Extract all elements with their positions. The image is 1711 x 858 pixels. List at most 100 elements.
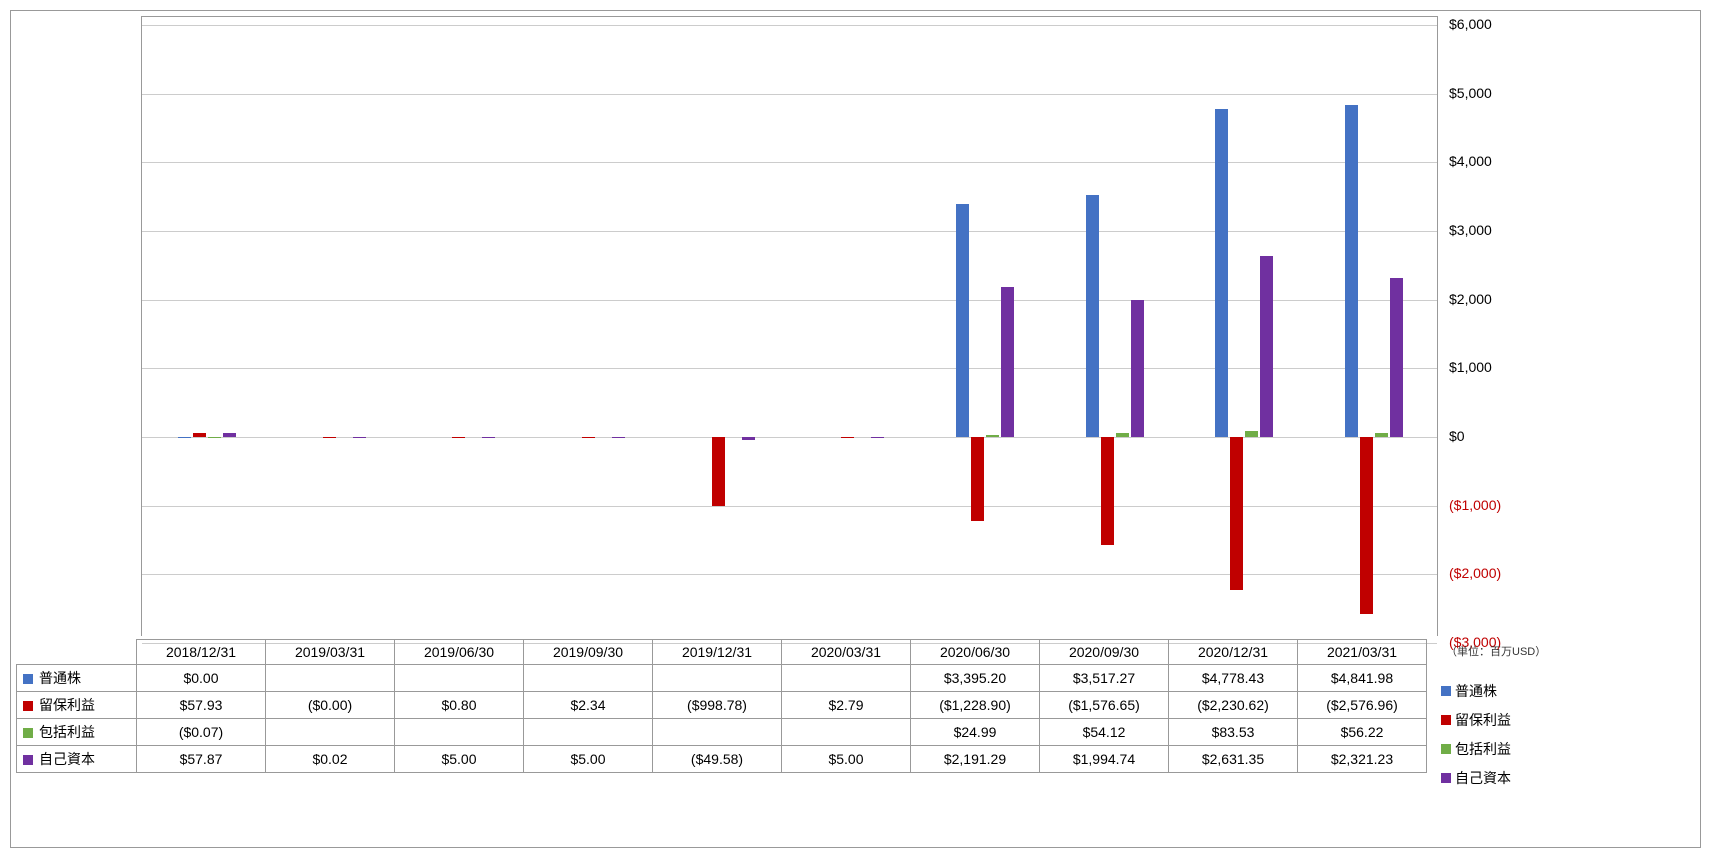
bar-retained_earnings	[971, 437, 984, 521]
bar-retained_earnings	[323, 437, 336, 438]
table-row-equity: 自己資本$57.87$0.02$5.00$5.00($49.58)$5.00$2…	[17, 746, 1427, 773]
legend-label: 包括利益	[1455, 739, 1511, 759]
table-cell	[524, 719, 653, 746]
table-cell: $83.53	[1169, 719, 1298, 746]
bar-common_stock	[956, 204, 969, 437]
table-cell: $2.34	[524, 692, 653, 719]
chart-container: $6,000$5,000$4,000$3,000$2,000$1,000$0($…	[10, 10, 1701, 848]
bar-retained_earnings	[1360, 437, 1373, 614]
row-label-text: 普通株	[39, 670, 81, 686]
bar-retained_earnings	[582, 437, 595, 438]
table-cell: $57.87	[137, 746, 266, 773]
table-cell: $5.00	[524, 746, 653, 773]
bar-comprehensive_income	[1116, 433, 1129, 437]
chart-plot-area	[141, 16, 1438, 636]
table-cell: $2.79	[782, 692, 911, 719]
table-cell: $57.93	[137, 692, 266, 719]
gridline	[142, 94, 1437, 95]
gridline	[142, 162, 1437, 163]
table-cell	[653, 719, 782, 746]
row-label-text: 自己資本	[39, 751, 95, 767]
table-row-label: 包括利益	[17, 719, 137, 746]
bar-retained_earnings	[1230, 437, 1243, 590]
table-row-label: 普通株	[17, 665, 137, 692]
legend-swatch	[1441, 715, 1451, 725]
table-row-label: 留保利益	[17, 692, 137, 719]
bar-equity	[1131, 300, 1144, 437]
row-swatch	[23, 728, 33, 738]
legend-item-retained_earnings: 留保利益	[1441, 705, 1541, 734]
gridline	[142, 231, 1437, 232]
bar-common_stock	[178, 437, 191, 438]
table-cell: ($1,228.90)	[911, 692, 1040, 719]
table-row-common_stock: 普通株$0.00$3,395.20$3,517.27$4,778.43$4,84…	[17, 665, 1427, 692]
gridline	[142, 368, 1437, 369]
table-cell	[524, 665, 653, 692]
table-header-row: 2018/12/312019/03/312019/06/302019/09/30…	[17, 640, 1427, 665]
table-row-label: 自己資本	[17, 746, 137, 773]
table-cell: $3,517.27	[1040, 665, 1169, 692]
row-label-text: 包括利益	[39, 724, 95, 740]
table-cell: $1,994.74	[1040, 746, 1169, 773]
table-cell	[395, 665, 524, 692]
bar-retained_earnings	[1101, 437, 1114, 545]
legend-label: 留保利益	[1455, 710, 1511, 730]
table-cell: $54.12	[1040, 719, 1169, 746]
legend-item-common_stock: 普通株	[1441, 676, 1541, 705]
table-cell: $4,778.43	[1169, 665, 1298, 692]
table-cell: $24.99	[911, 719, 1040, 746]
row-swatch	[23, 755, 33, 765]
legend-swatch	[1441, 686, 1451, 696]
table-cell: $2,321.23	[1298, 746, 1427, 773]
legend: 普通株留保利益包括利益自己資本	[1441, 676, 1541, 792]
table-cell: ($2,576.96)	[1298, 692, 1427, 719]
table-period-header: 2020/06/30	[911, 640, 1040, 665]
bar-equity	[612, 437, 625, 438]
y-tick-label: $2,000	[1449, 291, 1492, 307]
bar-retained_earnings	[841, 437, 854, 438]
table-cell: ($0.07)	[137, 719, 266, 746]
table-cell: ($1,576.65)	[1040, 692, 1169, 719]
bar-common_stock	[1215, 109, 1228, 437]
table-cell: ($0.00)	[266, 692, 395, 719]
y-axis: $6,000$5,000$4,000$3,000$2,000$1,000$0($…	[1441, 16, 1511, 636]
legend-label: 普通株	[1455, 681, 1497, 701]
table-period-header: 2019/09/30	[524, 640, 653, 665]
table-period-header: 2019/12/31	[653, 640, 782, 665]
table-cell: ($49.58)	[653, 746, 782, 773]
bar-equity	[1001, 287, 1014, 437]
table-period-header: 2020/12/31	[1169, 640, 1298, 665]
table-period-header: 2020/09/30	[1040, 640, 1169, 665]
bar-equity	[1260, 256, 1273, 437]
table-cell: $2,631.35	[1169, 746, 1298, 773]
table-cell: $2,191.29	[911, 746, 1040, 773]
bar-common_stock	[1345, 105, 1358, 437]
y-tick-label: $3,000	[1449, 222, 1492, 238]
y-tick-label: ($2,000)	[1449, 565, 1501, 581]
table-cell	[266, 665, 395, 692]
legend-swatch	[1441, 744, 1451, 754]
table-period-header: 2020/03/31	[782, 640, 911, 665]
table-cell: $0.80	[395, 692, 524, 719]
table-cell: $5.00	[782, 746, 911, 773]
y-axis-unit-label: （単位：百万USD）	[1446, 643, 1546, 659]
table-cell: ($998.78)	[653, 692, 782, 719]
bar-comprehensive_income	[986, 435, 999, 437]
legend-swatch	[1441, 773, 1451, 783]
table-cell	[266, 719, 395, 746]
table-cell	[653, 665, 782, 692]
table-period-header: 2018/12/31	[137, 640, 266, 665]
row-swatch	[23, 701, 33, 711]
bar-common_stock	[1086, 195, 1099, 437]
bar-retained_earnings	[193, 433, 206, 437]
table-cell: $5.00	[395, 746, 524, 773]
table-cell: $56.22	[1298, 719, 1427, 746]
y-tick-label: $5,000	[1449, 85, 1492, 101]
table-row-comprehensive_income: 包括利益 ($0.07) $24.99$54.12$83.53$56.22	[17, 719, 1427, 746]
table-corner-blank	[17, 640, 137, 665]
table-cell: ($2,230.62)	[1169, 692, 1298, 719]
bar-retained_earnings	[712, 437, 725, 506]
bar-retained_earnings	[452, 437, 465, 438]
table-period-header: 2019/06/30	[395, 640, 524, 665]
table-cell: $0.02	[266, 746, 395, 773]
